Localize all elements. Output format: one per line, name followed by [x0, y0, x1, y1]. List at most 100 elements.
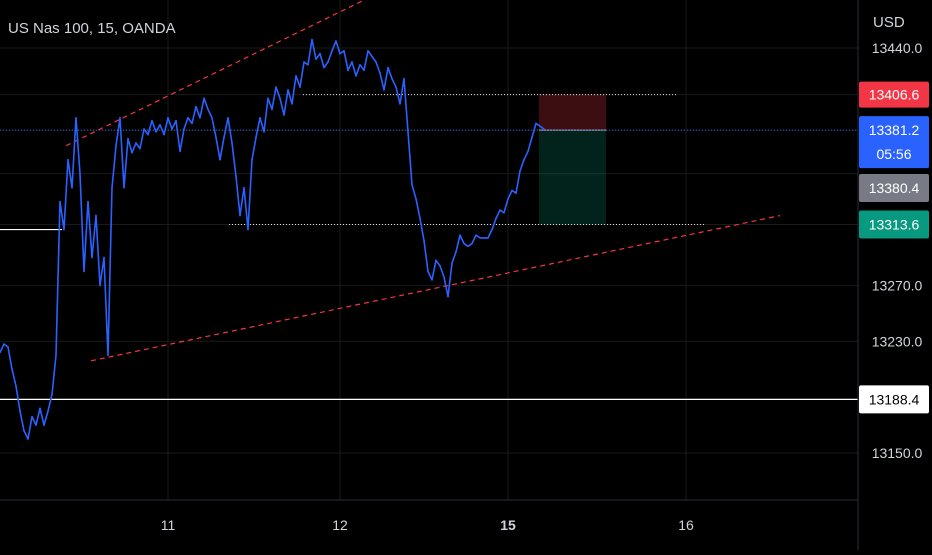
price-point — [495, 217, 497, 220]
price-point — [171, 128, 173, 130]
price-point — [519, 170, 521, 172]
price-point — [351, 61, 353, 63]
y-tick-label: 13150.0 — [872, 445, 923, 461]
price-point — [95, 214, 97, 217]
price-point — [531, 136, 533, 139]
trend-line-1 — [65, 0, 366, 147]
price-point — [191, 122, 193, 125]
price-point — [455, 251, 457, 253]
price-point — [207, 108, 209, 111]
price-point — [291, 103, 293, 105]
price-point — [275, 86, 277, 88]
price-point — [203, 97, 205, 100]
badge-ray-bg — [859, 385, 929, 414]
price-point — [271, 108, 273, 111]
price-point — [11, 368, 13, 371]
price-point — [419, 217, 421, 220]
badge-prev-close-label: 13380.4 — [869, 180, 920, 196]
x-tick-label: 15 — [500, 517, 516, 533]
price-point — [175, 119, 177, 122]
price-point — [119, 117, 121, 119]
symbol-title: US Nas 100, 15, OANDA — [8, 20, 176, 37]
price-point — [43, 424, 45, 426]
price-point — [343, 49, 345, 52]
price-point — [7, 346, 9, 348]
price-point — [279, 97, 281, 100]
price-point — [375, 61, 377, 63]
price-point — [395, 86, 397, 88]
price-point — [187, 117, 189, 119]
price-point — [223, 136, 225, 139]
badge-ray-label: 13188.4 — [869, 391, 920, 407]
badge-target-bg — [859, 210, 929, 239]
price-point — [123, 186, 125, 189]
price-point — [435, 259, 437, 262]
badge-stop-label: 13406.6 — [869, 87, 920, 103]
price-point — [399, 103, 401, 105]
price-point — [503, 211, 505, 214]
price-point — [443, 276, 445, 278]
badge-current-bg — [859, 116, 929, 169]
x-tick-label: 11 — [161, 517, 176, 533]
price-point — [355, 75, 357, 77]
price-point — [235, 175, 237, 178]
price-point — [315, 58, 317, 60]
price-point — [459, 234, 461, 236]
price-point — [247, 228, 249, 231]
price-point — [423, 239, 425, 242]
price-point — [59, 200, 61, 203]
trend-lines — [65, 0, 781, 362]
price-point — [299, 86, 301, 88]
price-point — [363, 69, 365, 72]
badge-stop-bg — [859, 81, 929, 108]
price-point — [319, 52, 321, 55]
price-point — [407, 130, 409, 133]
price-series — [0, 38, 545, 440]
price-point — [75, 117, 77, 119]
price-point — [231, 142, 233, 144]
currency-label[interactable]: USD — [873, 14, 905, 31]
price-point — [491, 228, 493, 231]
price-point — [251, 158, 253, 161]
price-point — [431, 279, 433, 281]
price-point — [523, 158, 525, 161]
price-point — [263, 130, 265, 133]
position-tool[interactable] — [539, 94, 606, 225]
price-point — [383, 89, 385, 91]
price-point — [515, 192, 517, 195]
price-point — [211, 117, 213, 119]
price-point — [475, 234, 477, 236]
y-tick-label: 13440.0 — [872, 40, 923, 56]
price-point — [63, 228, 65, 231]
price-point — [151, 119, 153, 122]
price-point — [367, 49, 369, 52]
badge-current-label: 13381.2 — [869, 122, 920, 138]
price-point — [23, 429, 25, 432]
price-point — [103, 256, 105, 259]
price-point — [359, 63, 361, 66]
price-point — [227, 117, 229, 119]
price-point — [195, 105, 197, 108]
price-point — [47, 410, 49, 412]
price-point — [411, 184, 413, 186]
price-point — [303, 61, 305, 63]
trend-line-2 — [90, 214, 781, 362]
price-point — [255, 136, 257, 139]
price-point — [163, 133, 165, 136]
price-point — [199, 117, 201, 119]
price-point — [379, 72, 381, 74]
price-point — [479, 237, 481, 239]
stop-loss-zone — [539, 94, 606, 131]
price-point — [499, 209, 501, 211]
price-line — [0, 38, 545, 440]
price-badges: 13406.6 13381.2 05:56 13380.4 13313.6 13188.4 — [859, 81, 929, 414]
price-point — [111, 186, 113, 189]
price-point — [131, 151, 133, 154]
price-point — [39, 407, 41, 410]
price-point — [511, 189, 513, 192]
price-point — [467, 245, 469, 248]
price-point — [215, 136, 217, 139]
price-point — [347, 69, 349, 72]
